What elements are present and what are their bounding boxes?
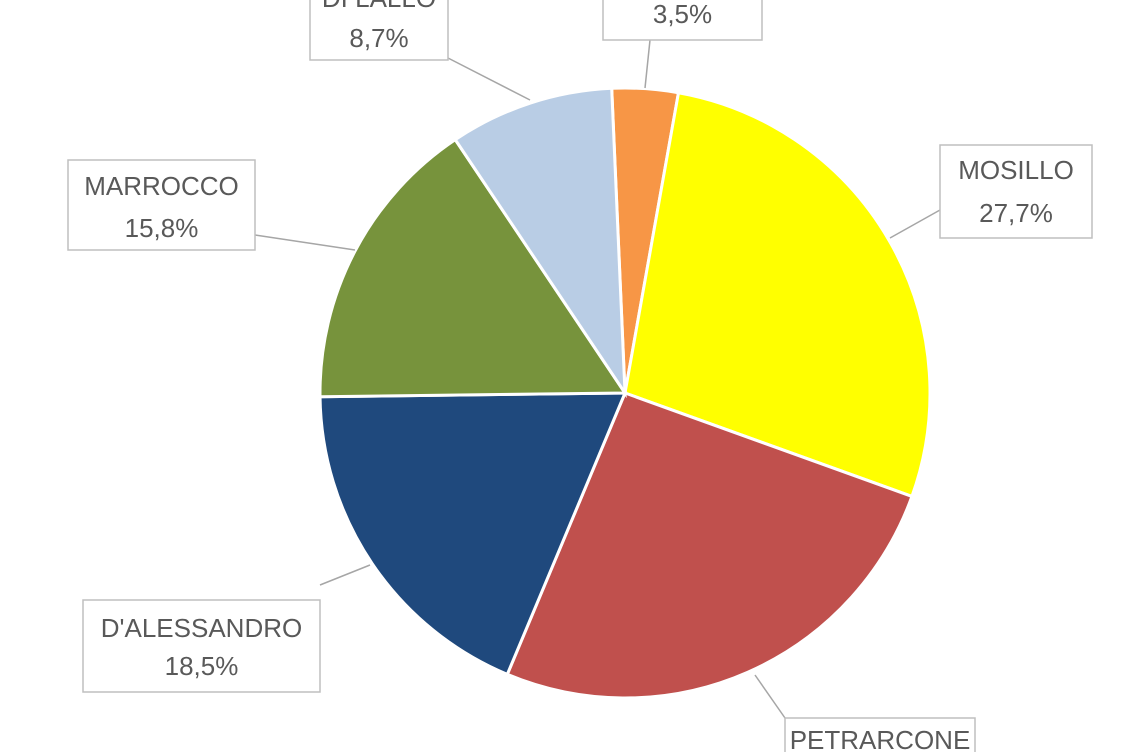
category-label: MARROCCO — [84, 171, 239, 201]
leader-line — [644, 39, 651, 89]
pie-slice — [623, 90, 932, 499]
category-label: DI LALLO — [322, 0, 436, 13]
category-label: D'ALESSANDRO — [101, 613, 302, 643]
leader-line — [254, 234, 356, 251]
value-label: 18,5% — [165, 651, 239, 681]
category-label: PETRARCONE — [790, 725, 971, 752]
leader-line — [889, 209, 941, 239]
value-label: 3,5% — [653, 0, 712, 29]
pie-slice — [318, 137, 628, 399]
pie-slice — [453, 86, 627, 399]
value-label: 27,7% — [979, 198, 1053, 228]
value-label: 15,8% — [125, 213, 199, 243]
leader-line — [447, 57, 531, 101]
label-box — [784, 717, 976, 752]
leader-line — [319, 564, 371, 586]
label-box — [82, 599, 321, 693]
label-box — [309, 0, 449, 61]
label-box — [939, 144, 1093, 239]
category-label: MOSILLO — [958, 155, 1074, 185]
label-box — [602, 0, 763, 41]
pie-slice — [318, 391, 628, 677]
leader-line — [754, 674, 786, 719]
value-label: 8,7% — [349, 23, 408, 53]
label-box — [67, 159, 256, 251]
pie-slice — [505, 391, 914, 700]
